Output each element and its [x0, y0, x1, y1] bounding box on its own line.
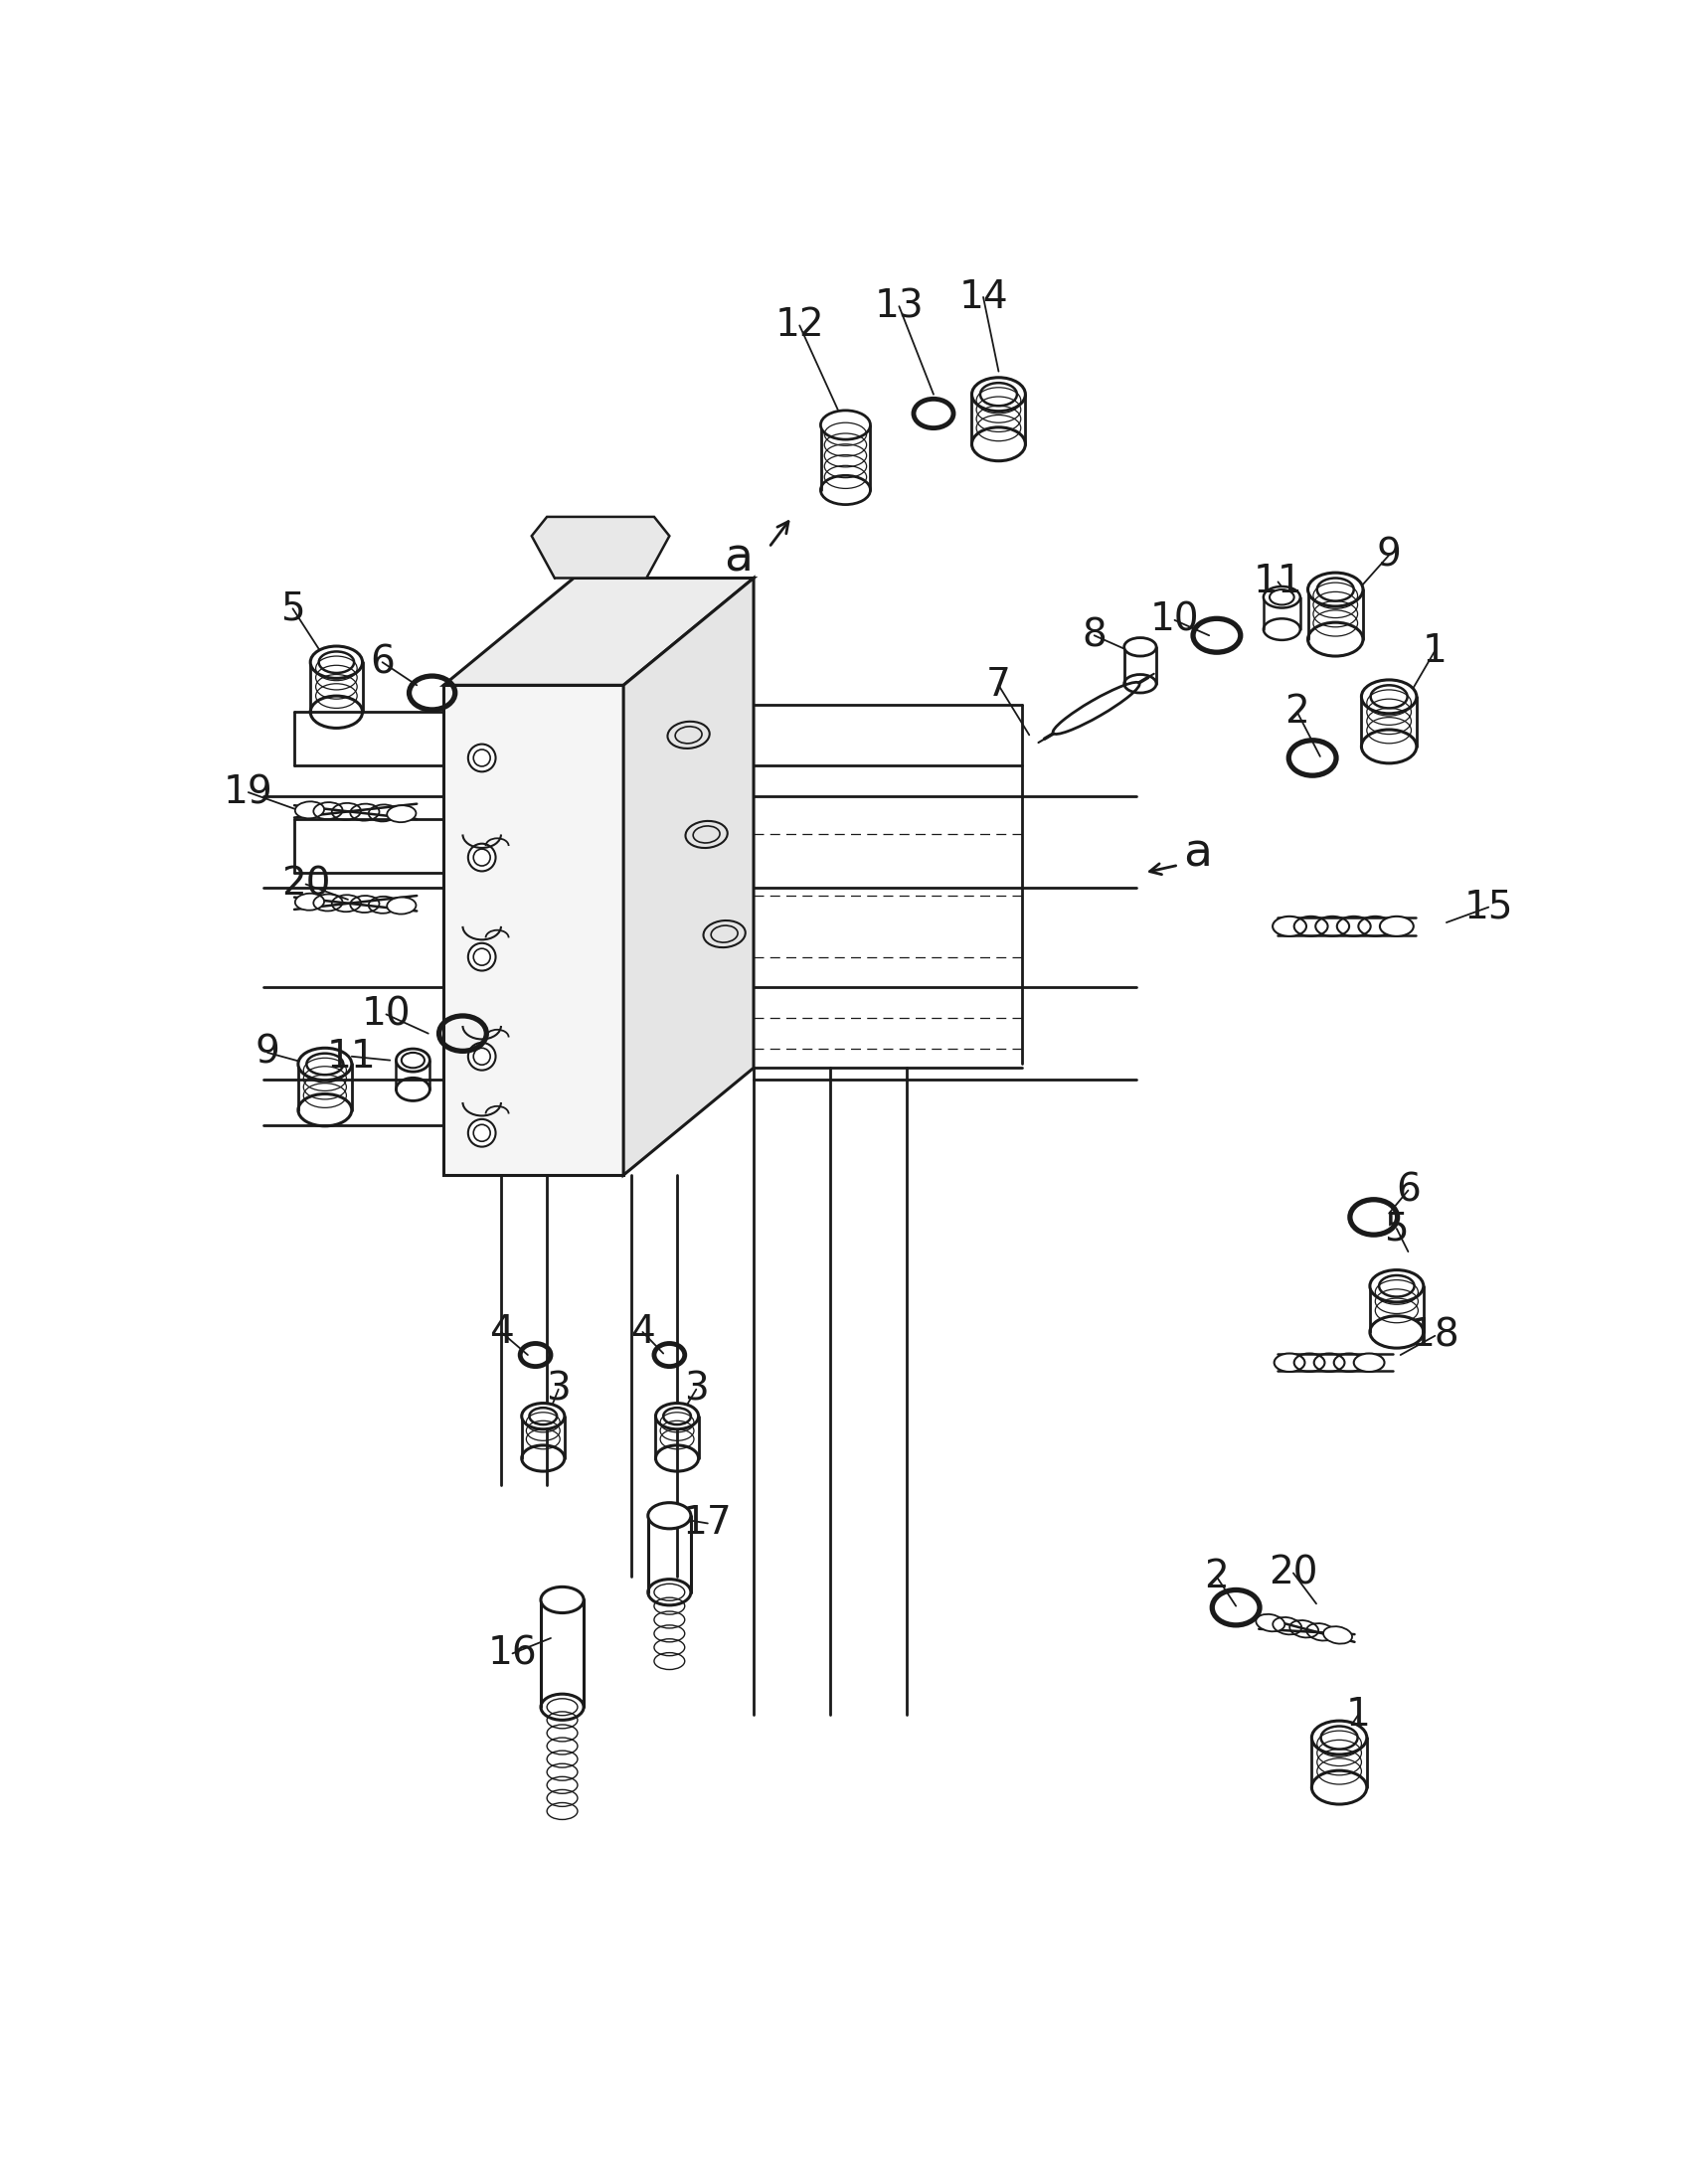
Text: 12: 12	[775, 306, 825, 345]
Ellipse shape	[541, 1586, 584, 1612]
Ellipse shape	[820, 410, 871, 441]
Text: 9: 9	[254, 1033, 280, 1072]
Circle shape	[468, 944, 495, 970]
Text: 2: 2	[1284, 692, 1310, 731]
Ellipse shape	[1255, 1614, 1284, 1632]
Ellipse shape	[1272, 916, 1307, 935]
Ellipse shape	[1052, 681, 1139, 733]
Text: 10: 10	[362, 996, 412, 1033]
Text: 3: 3	[547, 1371, 570, 1408]
Text: 17: 17	[683, 1504, 733, 1543]
Text: 9: 9	[1377, 536, 1401, 575]
Ellipse shape	[388, 805, 417, 822]
Ellipse shape	[1354, 1354, 1385, 1371]
Circle shape	[468, 844, 495, 870]
Ellipse shape	[1324, 1628, 1353, 1643]
Ellipse shape	[1308, 573, 1363, 605]
Polygon shape	[623, 577, 753, 1176]
Ellipse shape	[1124, 638, 1156, 655]
Text: 19: 19	[224, 773, 273, 812]
Text: 13: 13	[874, 286, 924, 326]
Ellipse shape	[1312, 1721, 1366, 1756]
Ellipse shape	[647, 1502, 690, 1528]
Ellipse shape	[1361, 679, 1416, 714]
Text: 4: 4	[630, 1313, 654, 1352]
Text: 16: 16	[488, 1634, 538, 1673]
Ellipse shape	[656, 1404, 699, 1430]
Ellipse shape	[1380, 916, 1414, 935]
Polygon shape	[444, 686, 623, 1176]
Ellipse shape	[972, 378, 1025, 410]
Ellipse shape	[1274, 1354, 1305, 1371]
Ellipse shape	[295, 894, 325, 909]
Text: 2: 2	[1204, 1558, 1230, 1595]
Text: 11: 11	[326, 1037, 376, 1076]
Circle shape	[468, 1120, 495, 1146]
Text: 14: 14	[958, 278, 1008, 317]
Text: a: a	[1184, 831, 1213, 877]
Ellipse shape	[295, 801, 325, 818]
Text: 8: 8	[1081, 616, 1107, 655]
Text: 6: 6	[371, 642, 395, 681]
Ellipse shape	[299, 1048, 352, 1081]
Text: 5: 5	[1385, 1209, 1409, 1248]
Text: 6: 6	[1395, 1172, 1421, 1209]
Text: 11: 11	[1254, 562, 1303, 601]
Polygon shape	[444, 577, 753, 686]
Circle shape	[468, 1042, 495, 1070]
Ellipse shape	[388, 896, 417, 914]
Text: 5: 5	[280, 590, 306, 627]
Circle shape	[468, 744, 495, 773]
Text: 18: 18	[1411, 1317, 1460, 1354]
Text: 3: 3	[683, 1371, 709, 1408]
Text: 20: 20	[1269, 1554, 1319, 1593]
Polygon shape	[531, 516, 670, 577]
Text: 7: 7	[986, 666, 1011, 703]
Ellipse shape	[311, 647, 362, 679]
Text: 15: 15	[1464, 888, 1513, 927]
Text: a: a	[724, 536, 753, 582]
Text: 10: 10	[1149, 601, 1199, 638]
Text: 1: 1	[1346, 1695, 1372, 1734]
Ellipse shape	[1264, 586, 1300, 608]
Ellipse shape	[1370, 1269, 1423, 1302]
Ellipse shape	[396, 1048, 430, 1072]
Text: 1: 1	[1423, 631, 1447, 671]
Text: 4: 4	[488, 1313, 514, 1352]
Ellipse shape	[521, 1404, 565, 1430]
Text: 20: 20	[282, 866, 330, 903]
